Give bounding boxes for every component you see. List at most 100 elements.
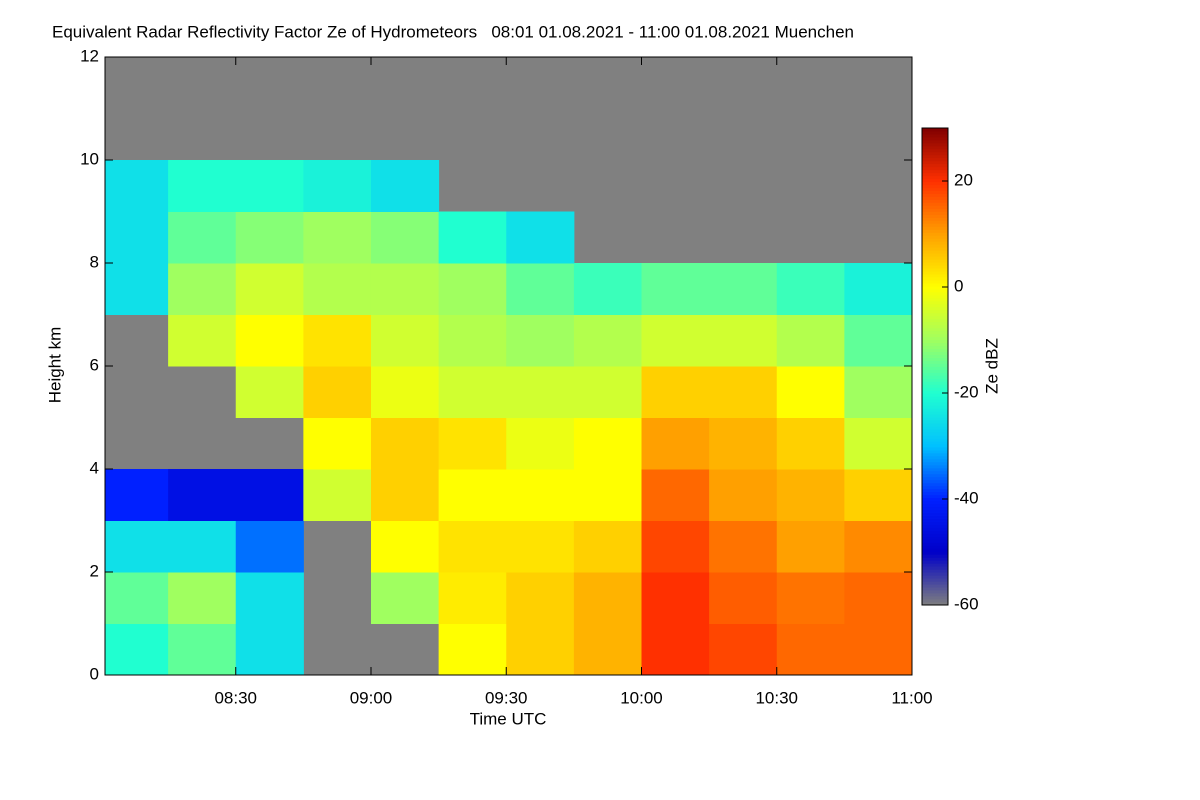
heatmap-cell [303,314,372,367]
colorbar-segment [922,536,948,540]
heatmap-cell [438,623,507,676]
heatmap-cell [709,520,778,573]
colorbar-segment [922,563,948,567]
colorbar-segment [922,518,948,522]
heatmap-cell [168,469,237,521]
colorbar-segment [922,461,948,466]
colorbar-segment [922,381,948,385]
colorbar-segment [922,190,948,194]
colorbar-segment [922,166,948,171]
colorbar-segment [922,345,948,350]
colorbar-segment [922,399,948,403]
colorbar-segment [922,557,948,561]
colorbar-segment [922,223,948,227]
colorbar-segment [922,163,948,168]
colorbar-segment [922,393,948,397]
heatmap-cell [105,623,169,676]
colorbar-segment [922,363,948,367]
y-axis-label: Height km [45,327,64,404]
y-tick-label: 2 [90,561,99,580]
heatmap-cell [438,417,507,470]
heatmap-cell [709,572,778,624]
heatmap-cell [506,366,575,418]
colorbar-segment [922,470,948,475]
colorbar-segment [922,196,948,200]
colorbar-segment [922,449,948,454]
colorbar-segment [922,485,948,490]
colorbar-segment [922,154,948,159]
colorbar-segment [922,250,948,254]
colorbar-segment [922,181,948,186]
colorbar-segment [922,330,948,335]
colorbar-segment [922,208,948,212]
colorbar-segment [922,357,948,361]
heatmap-cell [506,417,575,470]
colorbar-segment [922,184,948,189]
colorbar-segment [922,455,948,460]
colorbar-segment [922,145,948,150]
colorbar-segment [922,417,948,421]
colorbar-segment [922,214,948,218]
heatmap-cell [641,520,710,573]
colorbar-segment [922,286,948,290]
colorbar-segment [922,199,948,203]
colorbar-segment [922,175,948,180]
colorbar-segment [922,318,948,323]
colorbar-segment [922,467,948,472]
colorbar-segment [922,435,948,439]
heatmap-cell [776,417,845,470]
colorbar-segment [922,226,948,230]
heatmap-cell [506,263,575,315]
colorbar-segment [922,432,948,436]
colorbar-segment [922,303,948,308]
colorbar-tick-label: -40 [954,488,979,507]
colorbar-segment [922,360,948,364]
heatmap-cell [168,263,237,315]
colorbar-segment [922,193,948,197]
heatmap-cell [438,469,507,521]
heatmap-cell [105,263,169,315]
heatmap-cell [370,160,440,212]
colorbar-segment [922,253,948,257]
heatmap-cell [709,417,778,470]
heatmap-cell [641,623,710,676]
colorbar-segment [922,277,948,281]
heatmap-cell [506,211,575,264]
colorbar-segment [922,396,948,400]
heatmap-cell [235,623,304,676]
colorbar-tick-label: -60 [954,594,979,613]
heatmap-cell [844,572,913,624]
heatmap-cell [709,469,778,521]
heatmap-cell [776,469,845,521]
colorbar-segment [922,542,948,546]
heatmap-cell [105,520,169,573]
heatmap-cell [776,572,845,624]
colorbar-segment [922,587,948,591]
colorbar-segment [922,160,948,165]
colorbar-segment [922,205,948,209]
colorbar-segment [922,569,948,573]
colorbar-segment [922,259,948,263]
heatmap-cell [506,623,575,676]
heatmap-cell [105,211,169,264]
heatmap-cell [235,572,304,624]
colorbar-segment [922,130,948,135]
colorbar-segment [922,142,948,147]
colorbar-segment [922,321,948,326]
heatmap-cell [235,366,304,418]
heatmap-cell [370,520,440,573]
colorbar-segment [922,128,948,132]
heatmap-cell [438,211,507,264]
heatmap-cell [303,263,372,315]
heatmap-cell [641,263,710,315]
colorbar-segment [922,369,948,373]
colorbar-segment [922,426,948,430]
colorbar-segment [922,268,948,272]
colorbar-segment [922,157,948,162]
colorbar-segment [922,482,948,487]
heatmap-cell [235,520,304,573]
heatmap-cell [776,520,845,573]
colorbar-segment [922,512,948,516]
heatmap-cell [370,572,440,624]
